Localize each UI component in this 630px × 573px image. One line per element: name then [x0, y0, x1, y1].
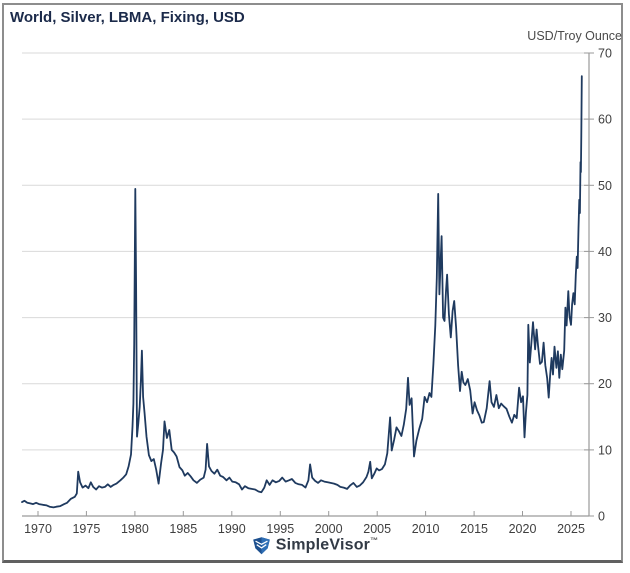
chart-frame: [2, 3, 623, 563]
simplevisor-logo-text: SimpleVisor™: [276, 536, 379, 554]
trademark-symbol: ™: [370, 536, 379, 546]
simplevisor-logo: SimpleVisor™: [0, 536, 630, 555]
x-tick-label: 2010: [412, 522, 440, 536]
y-tick-label: 70: [598, 47, 612, 61]
x-tick-label: 1990: [218, 522, 246, 536]
x-tick-label: 1975: [72, 522, 100, 536]
x-tick-label: 1970: [24, 522, 52, 536]
x-tick-label: 2015: [460, 522, 488, 536]
y-tick-label: 30: [598, 311, 612, 325]
y-tick-label: 40: [598, 245, 612, 259]
y-tick-label: 50: [598, 179, 612, 193]
y-tick-label: 20: [598, 377, 612, 391]
x-tick-label: 1980: [121, 522, 149, 536]
x-tick-label: 2000: [315, 522, 343, 536]
chart-title: World, Silver, LBMA, Fixing, USD: [10, 9, 245, 26]
x-tick-label: 2025: [557, 522, 585, 536]
simplevisor-shield-icon: [252, 537, 270, 555]
y-tick-label: 60: [598, 113, 612, 127]
x-tick-label: 1985: [169, 522, 197, 536]
y-tick-label: 10: [598, 443, 612, 457]
x-tick-label: 2005: [363, 522, 391, 536]
brand-name: SimpleVisor: [275, 536, 371, 554]
y-tick-label: 0: [598, 510, 605, 524]
x-tick-label: 1995: [266, 522, 294, 536]
y-axis-unit-label: USD/Troy Ounce: [527, 29, 622, 43]
x-tick-label: 2020: [509, 522, 537, 536]
price-line: [21, 75, 583, 509]
